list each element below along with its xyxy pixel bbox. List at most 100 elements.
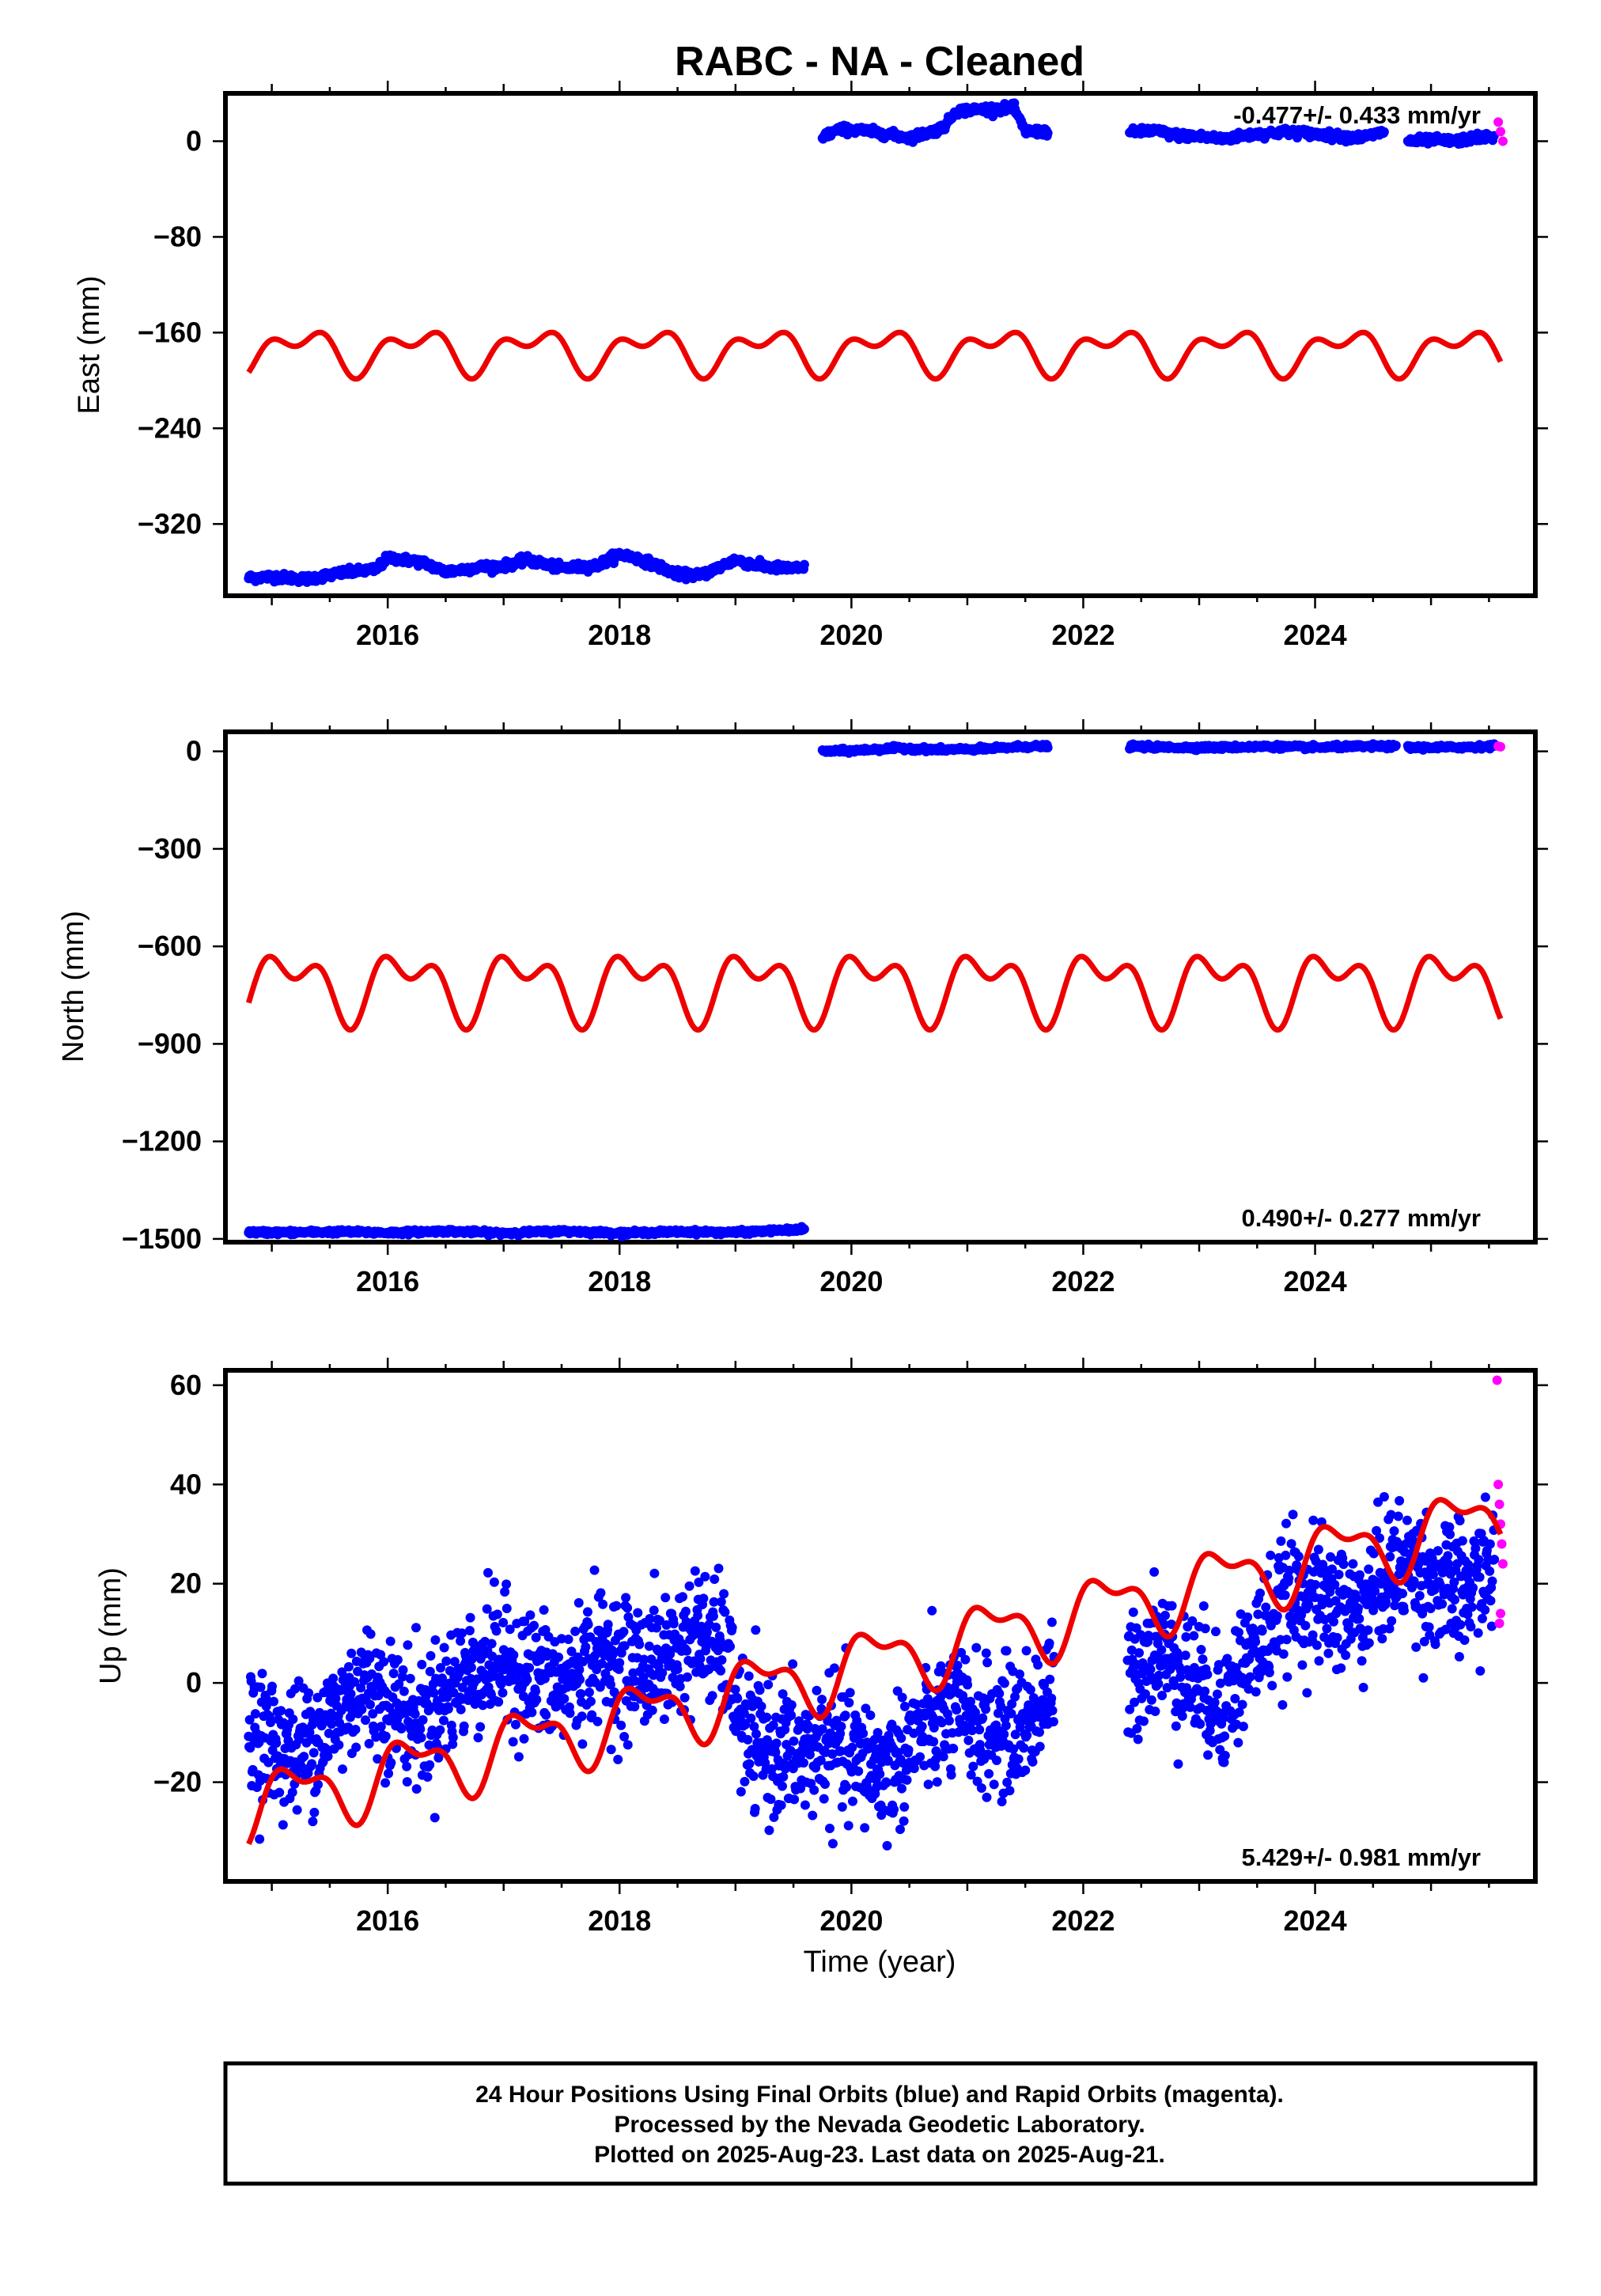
final-orbit-point [541, 1710, 551, 1720]
east-model-curve [246, 329, 1504, 382]
y-tick-label: −80 [153, 220, 202, 252]
final-orbit-point [589, 1565, 600, 1575]
final-orbit-point [677, 1592, 687, 1602]
final-orbit-point [960, 1654, 971, 1665]
final-orbit-point [730, 1684, 740, 1695]
final-orbit-point [357, 1704, 367, 1714]
final-orbit-point [725, 1642, 735, 1652]
final-orbit-point [899, 1701, 910, 1711]
x-tick-label: 2016 [356, 1265, 419, 1298]
final-orbit-point [744, 1671, 754, 1681]
final-orbit-point [660, 1593, 671, 1603]
final-orbit-point [334, 1740, 344, 1750]
final-orbit-point [250, 1709, 260, 1719]
final-orbit-point [840, 1711, 850, 1721]
final-orbit-point [845, 1688, 855, 1698]
final-orbit-point [466, 1662, 476, 1673]
east-rate-text: -0.477+/- 0.433 mm/yr [1233, 101, 1481, 129]
final-orbit-point [402, 1761, 412, 1771]
final-orbit-point [829, 1663, 839, 1673]
final-orbit-point [748, 1771, 759, 1782]
final-orbit-point [799, 559, 809, 570]
final-orbit-point [411, 1784, 422, 1794]
final-orbit-point [981, 1648, 991, 1658]
final-orbit-point [308, 1817, 318, 1827]
final-orbit-point [623, 1603, 633, 1613]
final-orbit-point [991, 1755, 1001, 1765]
final-orbit-point [267, 1681, 277, 1692]
final-orbit-point [719, 1589, 729, 1599]
north-model-curve [245, 953, 1504, 1033]
final-orbit-point [777, 1781, 787, 1791]
y-tick-label: 0 [186, 1666, 202, 1699]
final-orbit-point [257, 1669, 267, 1679]
final-orbit-point [509, 1650, 519, 1660]
final-orbit-point [292, 1805, 302, 1815]
final-orbit-point [917, 1722, 927, 1732]
final-orbit-point [923, 1779, 933, 1790]
final-orbit-point [736, 1786, 746, 1797]
final-orbit-point [386, 1758, 396, 1768]
final-orbit-point [708, 1611, 718, 1621]
final-orbit-point [720, 1607, 730, 1617]
final-orbit-point [365, 1629, 376, 1639]
final-orbit-point [1001, 1646, 1012, 1656]
y-tick-label: 20 [170, 1567, 202, 1600]
final-orbit-point [498, 1688, 508, 1698]
y-tick-label: −20 [153, 1766, 202, 1798]
y-tick-label: 0 [186, 735, 202, 767]
y-tick-label: 0 [186, 124, 202, 157]
final-orbit-point [1013, 1754, 1024, 1764]
final-orbit-point [603, 1620, 613, 1630]
final-orbit-point [570, 1626, 581, 1636]
final-orbit-point [750, 1804, 760, 1814]
final-orbit-point [621, 1593, 631, 1603]
final-orbit-point [388, 1669, 399, 1679]
rapid-orbit-point [1493, 117, 1504, 127]
final-orbit-point [895, 1824, 905, 1835]
final-orbit-point [1005, 1786, 1015, 1796]
final-orbit-point [611, 1601, 622, 1611]
final-orbit-point [899, 1802, 910, 1812]
final-orbit-point [897, 1692, 907, 1703]
final-orbit-point [1033, 1660, 1043, 1670]
x-tick-label: 2022 [1051, 1265, 1115, 1298]
final-orbit-point [1021, 1646, 1031, 1656]
final-orbit-point [634, 1639, 645, 1650]
y-tick-label: −1500 [122, 1222, 202, 1255]
final-orbit-point [399, 1686, 409, 1696]
final-orbit-point [483, 1567, 494, 1578]
final-orbit-point [346, 1688, 356, 1699]
final-orbit-point [682, 1646, 692, 1656]
x-tick-label: 2020 [819, 1265, 883, 1298]
final-orbit-point [778, 1771, 789, 1782]
final-orbit-point [788, 1659, 798, 1669]
final-orbit-point [430, 1813, 440, 1823]
final-orbit-point [379, 1657, 389, 1667]
final-orbit-point [508, 1737, 518, 1747]
final-orbit-point [824, 1824, 835, 1834]
final-orbit-point [842, 1782, 852, 1792]
final-orbit-point [875, 1769, 885, 1779]
final-orbit-point [751, 1625, 761, 1635]
final-orbit-point [763, 1680, 774, 1690]
final-orbit-point [559, 1694, 570, 1704]
final-orbit-point [649, 1605, 659, 1616]
final-orbit-point [338, 1764, 348, 1775]
final-orbit-point [690, 1566, 700, 1576]
final-orbit-point [529, 1620, 539, 1631]
y-tick-label: 60 [170, 1369, 202, 1401]
final-orbit-point [385, 1636, 396, 1646]
final-orbit-point [789, 1736, 799, 1746]
final-orbit-point [486, 1639, 497, 1649]
final-orbit-point [592, 1716, 603, 1726]
final-orbit-point [717, 1655, 727, 1665]
final-orbit-point [976, 1783, 986, 1794]
final-orbit-point [946, 1770, 956, 1780]
x-tick-label: 2024 [1284, 619, 1347, 651]
final-orbit-point [695, 1654, 706, 1664]
final-orbit-point [982, 1658, 993, 1668]
final-orbit-point [351, 1742, 361, 1752]
final-orbit-point [418, 1714, 428, 1725]
final-orbit-point [464, 1626, 475, 1636]
